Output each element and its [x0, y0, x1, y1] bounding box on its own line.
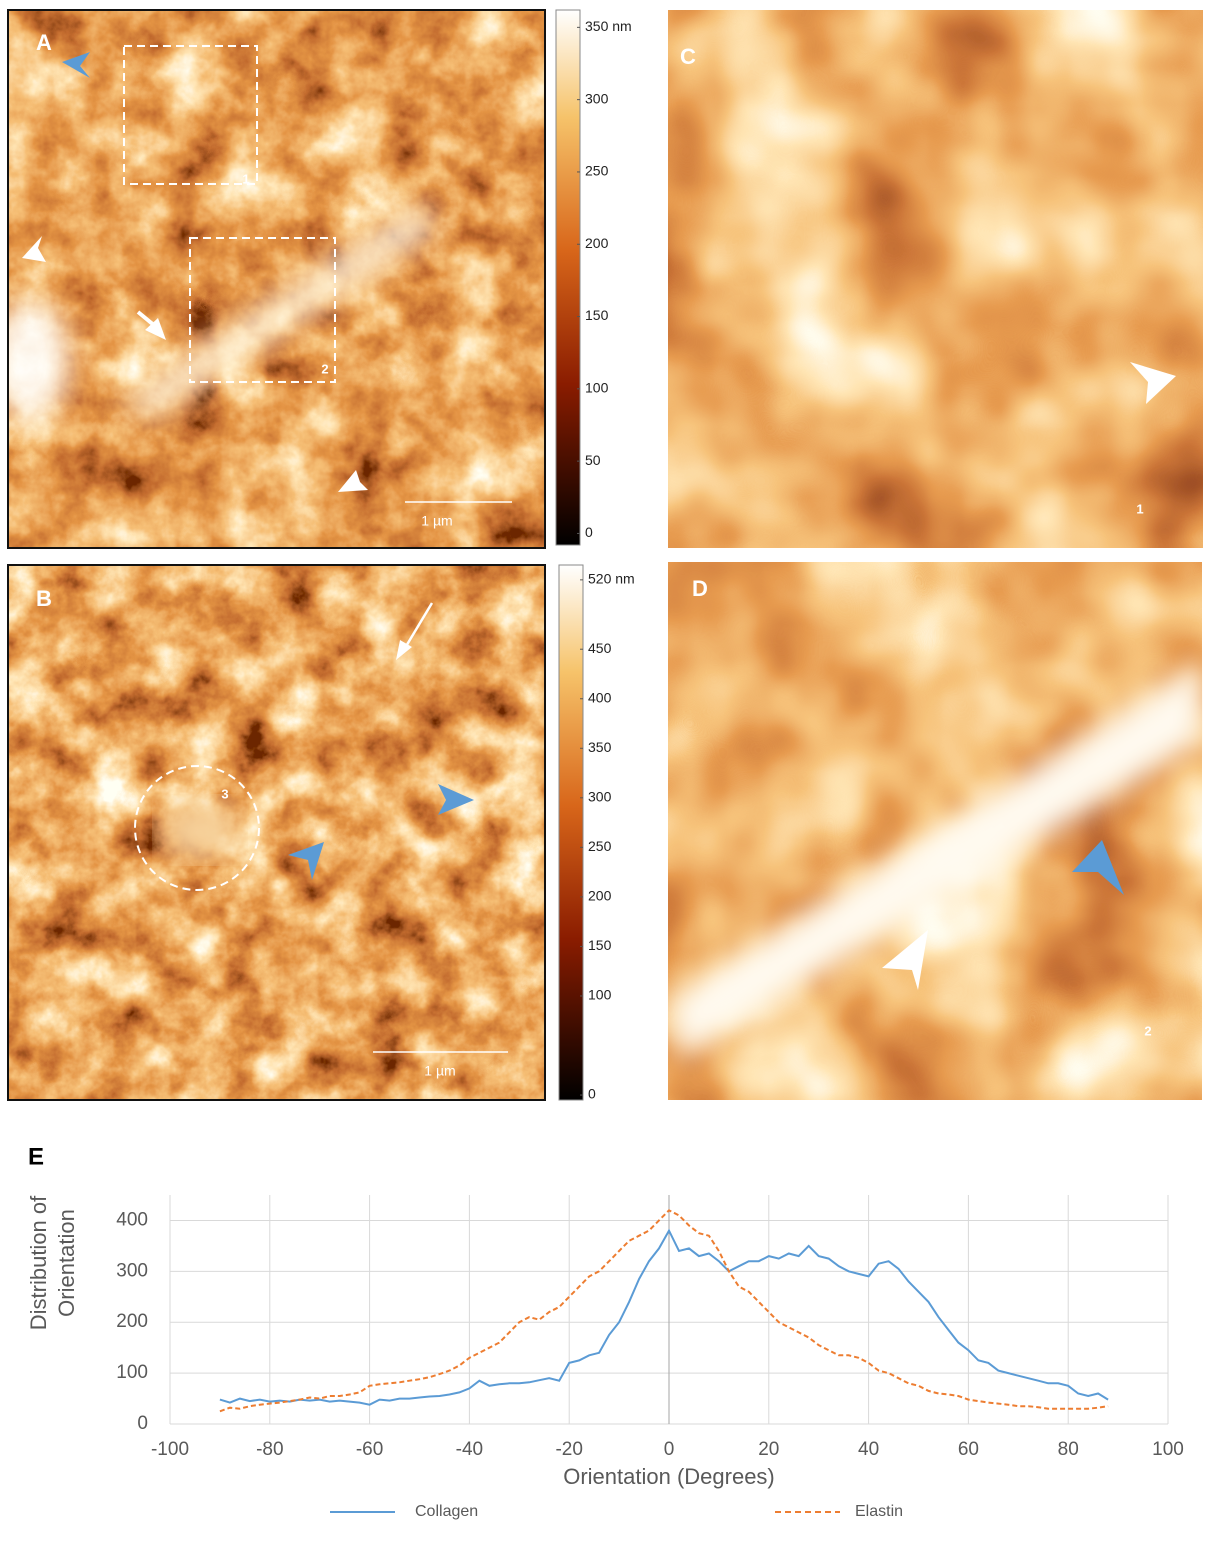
y-axis-title: Distribution of: [26, 1195, 51, 1330]
colorbar-tick-label: 100: [588, 987, 612, 1003]
colorbar-tick-label: 200: [585, 235, 609, 251]
colorbar-tick-label: 450: [588, 640, 612, 656]
x-tick-label: -60: [356, 1439, 383, 1460]
colorbar-tick-label: 350: [588, 739, 612, 755]
x-tick-label: -100: [151, 1439, 189, 1460]
x-tick-label: -80: [256, 1439, 283, 1460]
x-axis-title: Orientation (Degrees): [563, 1464, 775, 1489]
image-b: [8, 565, 545, 1100]
roi-box: [123, 45, 258, 185]
x-tick-label: 0: [664, 1439, 675, 1460]
scale-bar-label: 1 µm: [421, 513, 452, 529]
x-tick-label: 40: [858, 1439, 879, 1460]
x-tick-label: -40: [456, 1439, 483, 1460]
colorbar-tick-label: 200: [588, 888, 612, 904]
legend-label: Collagen: [415, 1503, 478, 1520]
panel-label: A: [36, 30, 52, 55]
colorbar-tick-label: 520 nm: [588, 571, 635, 587]
arrowhead: [62, 52, 90, 78]
roi-number: 1: [242, 171, 249, 186]
x-tick-label: 60: [958, 1439, 979, 1460]
series-line: [219, 1209, 1109, 1413]
roi-circle: [134, 765, 260, 891]
panel-label: D: [692, 576, 708, 601]
x-tick-label: 20: [758, 1439, 779, 1460]
y-tick-label: 300: [116, 1260, 148, 1281]
panel-label: E: [28, 1143, 44, 1170]
arrowhead: [1072, 840, 1124, 895]
panel-label: C: [680, 44, 696, 69]
arrowhead: [882, 930, 928, 990]
y-tick-label: 100: [116, 1362, 148, 1383]
colorbar-tick-label: 250: [585, 163, 609, 179]
panel-label: B: [36, 586, 52, 611]
y-axis-title: Orientation: [54, 1209, 79, 1317]
colorbar-tick-label: 150: [585, 307, 609, 323]
colorbar: [555, 9, 581, 546]
colorbar-tick-label: 150: [588, 937, 612, 953]
colorbar-tick-label: 100: [585, 380, 609, 396]
x-tick-label: 100: [1152, 1439, 1184, 1460]
image-a: [8, 10, 545, 548]
arrow: [403, 602, 434, 649]
roi-box: [189, 237, 336, 383]
scale-bar-label: 1 µm: [424, 1063, 455, 1079]
colorbar-tick-label: 250: [588, 838, 612, 854]
x-tick-label: 80: [1058, 1439, 1079, 1460]
colorbar-tick-label: 300: [585, 90, 609, 106]
legend-label: Elastin: [855, 1503, 903, 1520]
y-tick-label: 0: [137, 1413, 148, 1434]
colorbar-tick-label: 350 nm: [585, 18, 632, 34]
image-border: [7, 9, 546, 549]
image-d: [668, 562, 1203, 1100]
y-tick-label: 400: [116, 1209, 148, 1230]
roi-number: 3: [221, 786, 228, 801]
y-tick-label: 200: [116, 1311, 148, 1332]
arrow: [145, 318, 166, 340]
image-border: [7, 564, 546, 1101]
roi-number: 1: [1136, 501, 1143, 516]
roi-number: 2: [1144, 1023, 1151, 1038]
arrowhead: [438, 784, 474, 815]
colorbar-tick-label: 400: [588, 689, 612, 705]
colorbar-tick-label: 0: [588, 1086, 596, 1102]
arrowhead: [22, 236, 46, 262]
roi-number: 2: [321, 361, 328, 376]
arrowhead: [1130, 362, 1176, 404]
colorbar: [558, 564, 584, 1101]
series-line: [219, 1228, 1109, 1406]
x-tick-label: -20: [555, 1439, 582, 1460]
colorbar-tick-label: 0: [585, 524, 593, 540]
colorbar-tick-label: 300: [588, 789, 612, 805]
arrow: [396, 640, 412, 660]
arrowhead: [338, 470, 368, 492]
image-c: [668, 10, 1203, 548]
arrowhead: [288, 842, 324, 880]
colorbar-tick-label: 50: [585, 452, 601, 468]
